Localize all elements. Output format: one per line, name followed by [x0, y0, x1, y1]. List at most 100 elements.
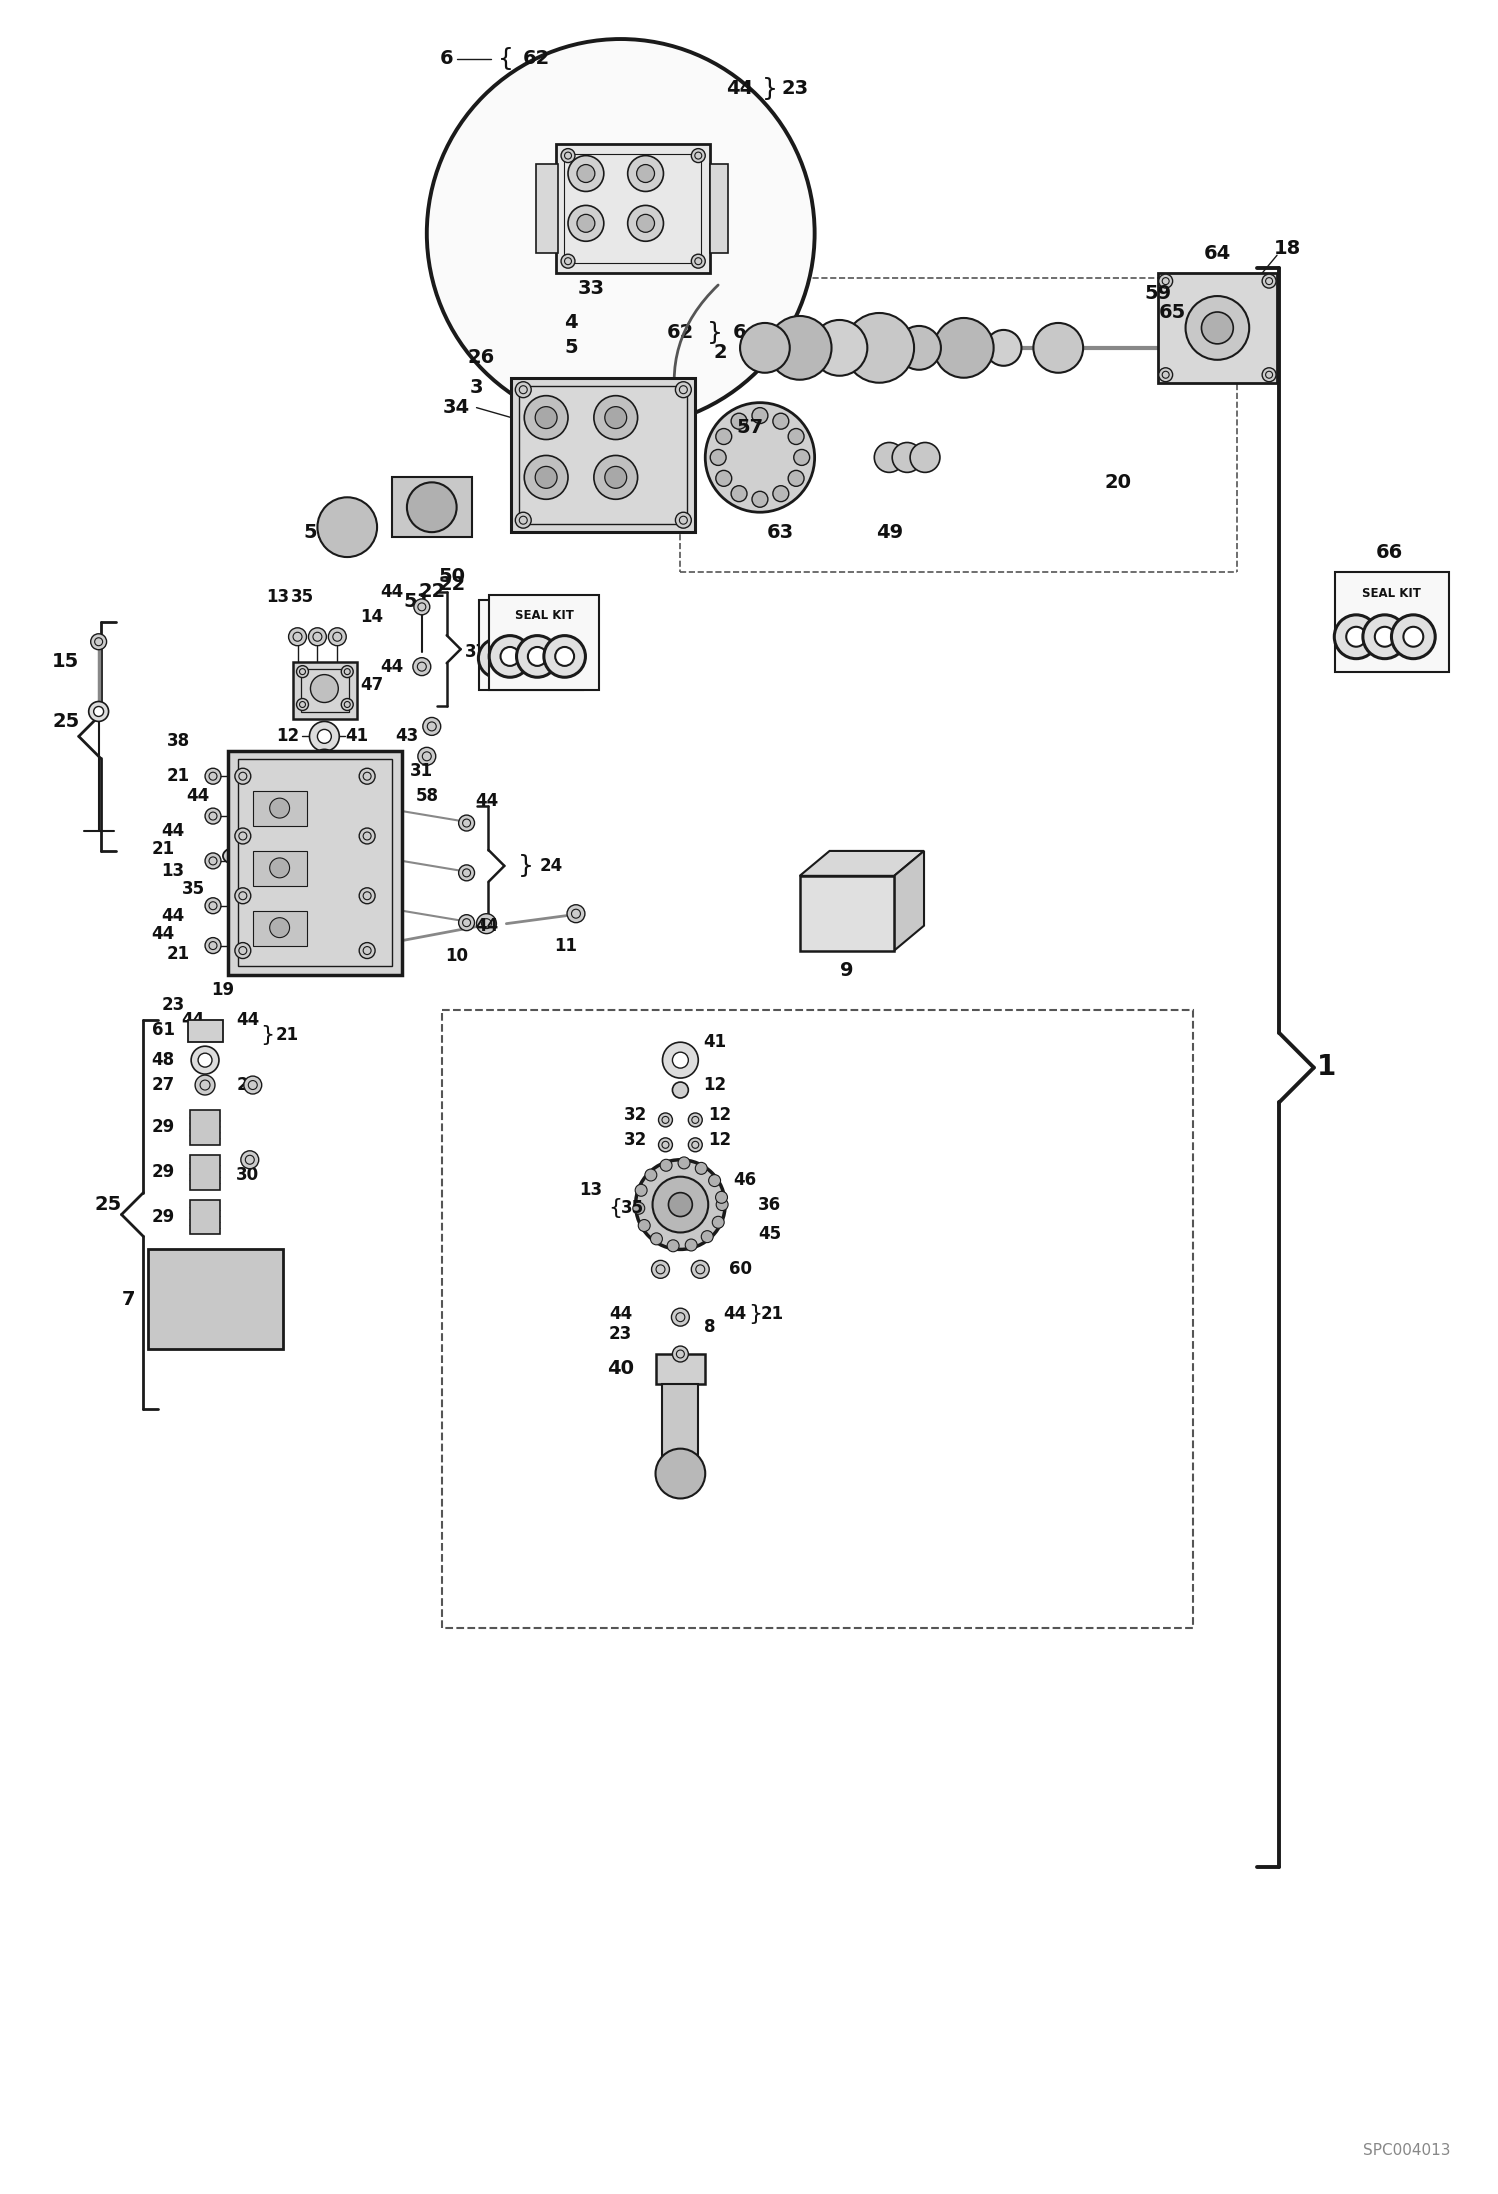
Text: 12: 12 — [276, 728, 300, 746]
Text: 55: 55 — [276, 753, 300, 770]
Text: 36: 36 — [758, 1196, 782, 1213]
Circle shape — [716, 428, 731, 445]
Circle shape — [709, 1174, 721, 1187]
Text: }: } — [261, 1025, 274, 1044]
Circle shape — [205, 768, 220, 783]
Text: 16: 16 — [276, 906, 300, 924]
Circle shape — [676, 511, 691, 529]
Text: 19: 19 — [211, 981, 235, 1000]
Circle shape — [788, 428, 804, 445]
Circle shape — [685, 1240, 697, 1251]
Bar — [301, 669, 349, 713]
Bar — [253, 792, 307, 825]
Circle shape — [652, 1259, 670, 1279]
Circle shape — [270, 799, 289, 818]
Text: 44: 44 — [237, 1011, 259, 1029]
Text: 29: 29 — [151, 1163, 175, 1180]
Text: 39: 39 — [376, 823, 398, 840]
Circle shape — [637, 165, 655, 182]
Text: 22: 22 — [437, 575, 466, 595]
Text: 44: 44 — [727, 79, 753, 99]
Circle shape — [1201, 312, 1233, 344]
Circle shape — [673, 1082, 689, 1097]
Circle shape — [458, 816, 475, 832]
Circle shape — [653, 1176, 709, 1233]
Text: 44: 44 — [186, 788, 210, 805]
Bar — [190, 1200, 220, 1235]
Circle shape — [505, 638, 544, 678]
Bar — [148, 1248, 283, 1349]
Circle shape — [716, 1191, 728, 1202]
Circle shape — [94, 706, 103, 717]
Text: 66: 66 — [1375, 542, 1404, 562]
Text: 26: 26 — [467, 349, 496, 366]
Circle shape — [635, 1185, 647, 1196]
Text: 58: 58 — [415, 788, 439, 805]
Circle shape — [360, 943, 374, 959]
Bar — [565, 154, 701, 263]
Text: 24: 24 — [539, 858, 563, 875]
Text: 29: 29 — [151, 1207, 175, 1226]
Text: 38: 38 — [166, 733, 190, 750]
Bar — [520, 386, 688, 524]
Circle shape — [712, 1215, 724, 1229]
Circle shape — [318, 728, 331, 744]
Text: 21: 21 — [151, 840, 175, 858]
Bar — [189, 1020, 223, 1042]
Circle shape — [517, 636, 559, 678]
Circle shape — [1404, 627, 1423, 647]
Circle shape — [593, 456, 638, 500]
Circle shape — [1159, 369, 1173, 382]
Circle shape — [710, 450, 727, 465]
Circle shape — [195, 1075, 216, 1095]
Text: 23: 23 — [162, 996, 184, 1014]
Circle shape — [568, 206, 604, 241]
Polygon shape — [894, 851, 924, 950]
Circle shape — [812, 320, 867, 375]
Text: 49: 49 — [876, 522, 903, 542]
Circle shape — [270, 917, 289, 937]
Circle shape — [740, 323, 789, 373]
Circle shape — [577, 165, 595, 182]
Text: 53: 53 — [276, 779, 300, 796]
Circle shape — [628, 206, 664, 241]
Text: 62: 62 — [523, 50, 550, 68]
Circle shape — [235, 827, 250, 845]
Circle shape — [731, 412, 748, 430]
Circle shape — [313, 750, 337, 772]
Circle shape — [659, 1139, 673, 1152]
Text: }: } — [707, 320, 724, 344]
Text: {: { — [608, 1198, 623, 1218]
Bar — [442, 1009, 1192, 1628]
Text: 44: 44 — [380, 584, 403, 601]
Circle shape — [773, 412, 789, 430]
Text: 27: 27 — [151, 1075, 175, 1095]
Text: 41: 41 — [704, 1033, 727, 1051]
Text: 56: 56 — [346, 753, 369, 770]
Text: 23: 23 — [780, 79, 809, 99]
Circle shape — [662, 1042, 698, 1077]
Circle shape — [476, 913, 496, 935]
Text: 8: 8 — [704, 1319, 716, 1336]
Circle shape — [515, 511, 532, 529]
Circle shape — [1375, 627, 1395, 647]
Text: 37: 37 — [464, 643, 488, 660]
Circle shape — [1363, 614, 1407, 658]
Text: 12: 12 — [709, 1130, 731, 1150]
Ellipse shape — [223, 847, 253, 864]
Circle shape — [530, 638, 569, 678]
Circle shape — [328, 627, 346, 645]
Circle shape — [671, 1308, 689, 1325]
Text: 63: 63 — [767, 522, 794, 542]
Circle shape — [244, 1075, 262, 1095]
Circle shape — [605, 467, 626, 489]
Bar — [238, 759, 392, 968]
Circle shape — [701, 1231, 713, 1242]
Circle shape — [205, 897, 220, 913]
Circle shape — [731, 485, 748, 502]
Bar — [556, 143, 710, 272]
Text: 44: 44 — [724, 1305, 746, 1323]
Circle shape — [490, 649, 506, 667]
Circle shape — [673, 1347, 689, 1362]
Text: 29: 29 — [151, 1119, 175, 1136]
